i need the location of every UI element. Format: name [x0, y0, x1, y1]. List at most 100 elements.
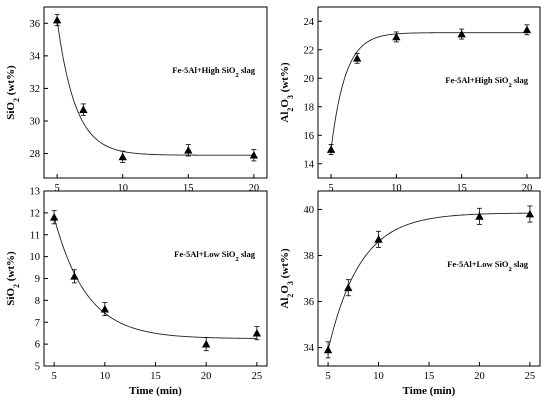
plot-frame [317, 190, 541, 367]
y-axis-title: Al2O3 (wt%) [279, 248, 295, 309]
data-point-triangle [392, 32, 401, 41]
data-point-triangle [52, 15, 62, 24]
y-axis-title-part: 2 [12, 284, 21, 288]
annotation-suffix: slag [239, 249, 256, 259]
x-tick-label: 20 [249, 183, 260, 194]
slag-annotation: Fe-5Al+High SiO2 slag [172, 65, 255, 79]
data-point-triangle [100, 304, 110, 313]
annotation-suffix: slag [512, 259, 529, 269]
y-axis-title-part: 3 [286, 281, 295, 285]
fit-curve [330, 32, 527, 150]
x-tick-label: 10 [117, 183, 128, 194]
annotation-suffix: slag [239, 65, 256, 75]
y-axis-title-part: (wt%) [279, 248, 291, 281]
data-point-triangle [79, 105, 88, 113]
x-tick-label: 20 [201, 371, 212, 382]
annotation-prefix: Fe-5Al+Low SiO [174, 249, 236, 259]
x-tick-label: 15 [150, 371, 161, 382]
x-tick-label: 20 [522, 183, 533, 194]
x-tick-label: 10 [100, 371, 111, 382]
chart-panel-3: 5 10 15 20 25 5 6 7 8 9 10 11 12 13 SiO2 (wt%) Time (mi… [5, 187, 268, 397]
annotation-subscript: 2 [508, 82, 511, 89]
fit-curve [56, 19, 254, 156]
y-tick-label: 7 [35, 318, 40, 329]
data-point-triangle [118, 152, 127, 161]
annotation-subscript: 2 [508, 266, 511, 273]
x-tick-label: 25 [252, 371, 263, 382]
y-tick-label: 30 [30, 117, 41, 128]
slag-annotation: Fe-5Al+Low SiO2 slag [447, 259, 529, 273]
y-tick-label: 12 [30, 208, 41, 219]
y-axis-title-part: O [279, 99, 291, 108]
x-axis-title: Time (min) [129, 385, 182, 397]
y-tick-label: 13 [30, 187, 41, 198]
data-point-triangle [457, 29, 466, 38]
y-tick-label: 5 [35, 362, 40, 373]
y-tick-label: 22 [304, 45, 315, 56]
y-axis-title-part: (wt%) [5, 65, 17, 98]
x-tick-label: 15 [456, 183, 467, 194]
data-point-triangle [49, 213, 59, 221]
y-tick-label: 16 [304, 131, 315, 142]
data-point-triangle [522, 25, 532, 34]
slag-annotation: Fe-5Al+Low SiO2 slag [174, 249, 256, 263]
y-axis-title-part: 2 [286, 108, 295, 112]
annotation-prefix: Fe-5Al+Low SiO [447, 259, 509, 269]
y-axis-title-part: SiO [5, 102, 17, 120]
y-tick-label: 32 [30, 84, 41, 95]
data-point-triangle [475, 212, 484, 220]
x-tick-label: 10 [391, 183, 402, 194]
y-tick-label: 38 [304, 251, 315, 262]
y-tick-label: 34 [30, 51, 41, 62]
y-tick-label: 18 [304, 102, 315, 113]
y-tick-label: 40 [304, 205, 315, 216]
x-tick-label: 25 [525, 371, 536, 382]
fit-curve [327, 212, 530, 350]
x-tick-label: 5 [54, 183, 59, 194]
y-tick-label: 36 [30, 19, 41, 30]
y-tick-label: 11 [30, 230, 40, 241]
annotation-suffix: slag [512, 75, 529, 85]
data-point-triangle [323, 345, 333, 354]
y-tick-label: 6 [35, 340, 40, 351]
y-axis-title: SiO2 (wt%) [5, 65, 21, 120]
annotation-prefix: Fe-5Al+High SiO [172, 65, 236, 75]
y-axis-title-part: 2 [286, 294, 295, 298]
data-point-triangle [249, 151, 259, 159]
fit-curve [53, 217, 257, 339]
y-tick-label: 24 [304, 17, 315, 28]
y-axis-title: Al2O3 (wt%) [279, 62, 295, 123]
y-axis-title: SiO2 (wt%) [5, 251, 21, 306]
x-tick-label: 10 [373, 371, 384, 382]
x-tick-label: 5 [325, 371, 330, 382]
annotation-prefix: Fe-5Al+High SiO [445, 75, 509, 85]
y-axis-title-part: O [279, 285, 291, 294]
y-tick-label: 9 [35, 274, 40, 285]
y-tick-label: 14 [304, 159, 315, 170]
y-axis-title-part: 3 [286, 95, 295, 99]
data-point-triangle [201, 339, 211, 348]
y-tick-label: 20 [304, 74, 315, 85]
y-tick-label: 8 [35, 296, 40, 307]
y-tick-label: 10 [30, 252, 41, 263]
data-point-triangle [70, 272, 79, 280]
data-point-triangle [184, 146, 193, 154]
data-point-triangle [326, 145, 336, 153]
x-tick-label: 15 [183, 183, 194, 194]
annotation-subscript: 2 [235, 72, 238, 79]
y-axis-title-part: Al [279, 298, 291, 309]
data-point-triangle [525, 209, 535, 218]
y-tick-label: 36 [304, 297, 315, 308]
plot-frame [43, 6, 268, 179]
x-tick-label: 5 [52, 371, 57, 382]
y-tick-label: 28 [30, 149, 41, 160]
plot-frame [317, 6, 541, 179]
x-tick-label: 5 [328, 183, 333, 194]
annotation-subscript: 2 [235, 256, 238, 263]
y-axis-title-part: SiO [5, 288, 17, 306]
data-point-triangle [374, 235, 383, 243]
data-point-triangle [252, 328, 262, 337]
